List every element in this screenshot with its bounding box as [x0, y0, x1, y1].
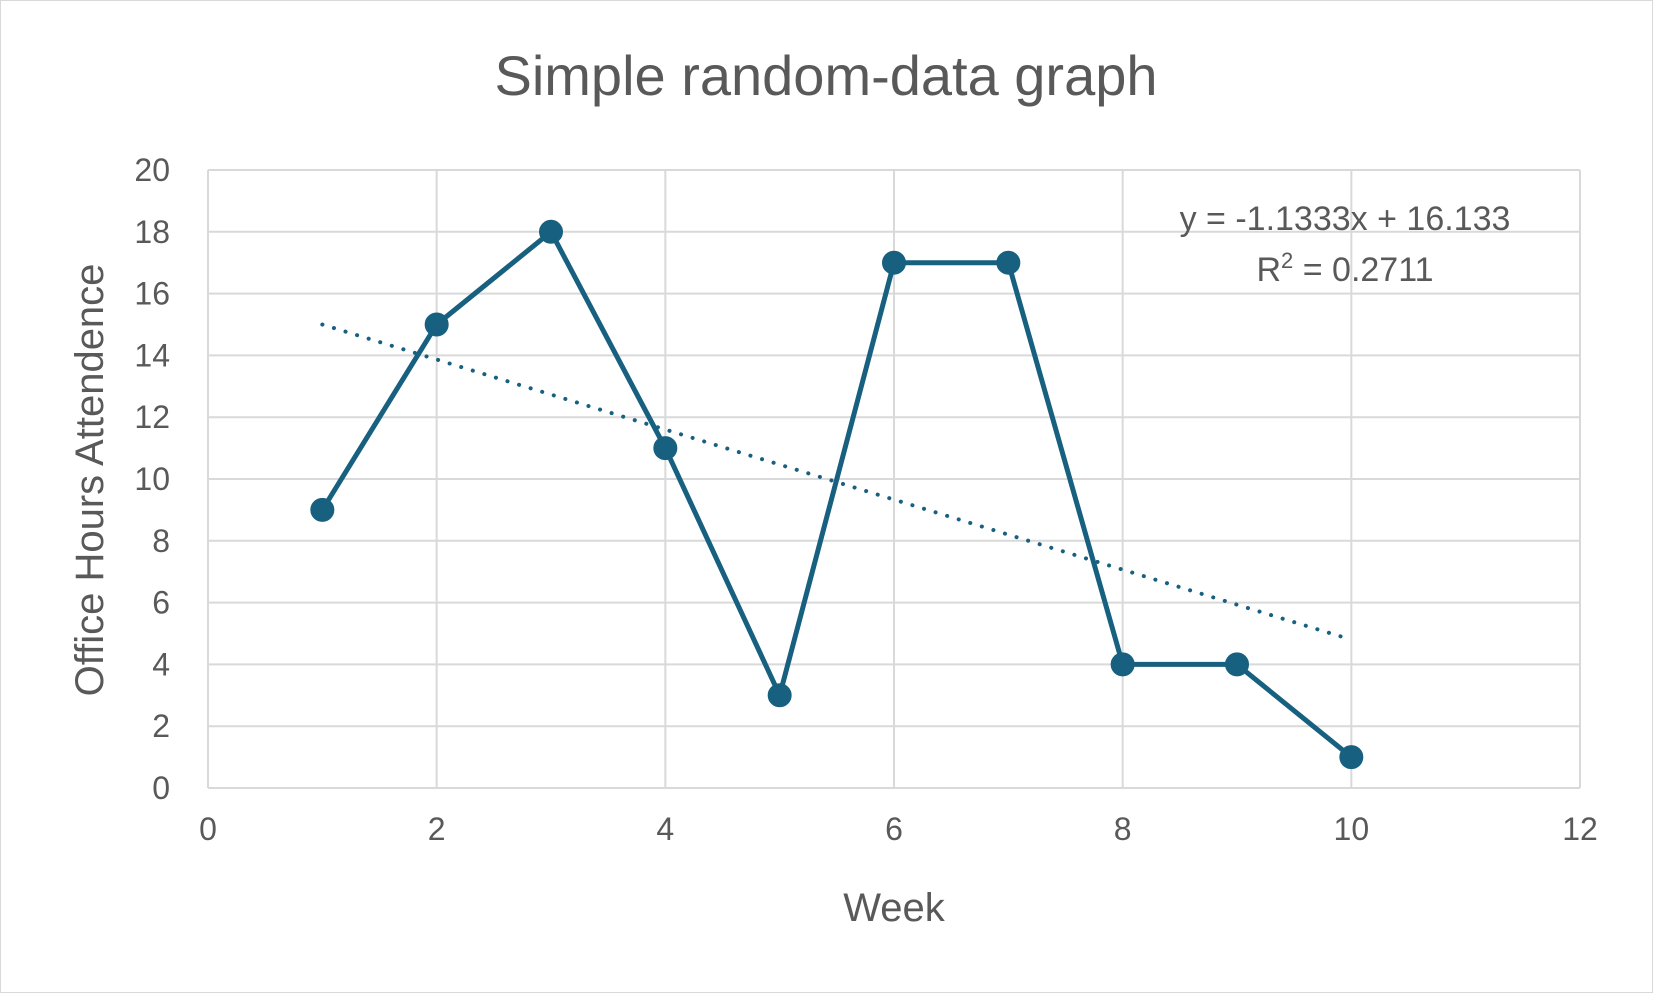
data-point-0-8 — [1225, 652, 1249, 677]
y-tick-label-4: 8 — [152, 523, 170, 559]
x-axis-label: Week — [843, 886, 946, 930]
y-tick-label-2: 4 — [152, 646, 170, 682]
x-tick-label-3: 6 — [885, 811, 903, 847]
data-point-0-0 — [310, 497, 335, 522]
r-squared-prefix: R — [1256, 251, 1281, 289]
series-layer — [310, 219, 1364, 770]
grid-lines — [207, 169, 1581, 789]
y-tick-label-3: 6 — [152, 585, 170, 621]
y-tick-label-6: 12 — [134, 399, 170, 435]
data-point-0-6 — [996, 250, 1021, 275]
y-tick-label-10: 20 — [134, 152, 170, 188]
x-tick-label-1: 2 — [428, 811, 446, 847]
trendline-equation: y = -1.1333x + 16.133 — [1180, 200, 1511, 238]
x-tick-label-5: 10 — [1334, 811, 1370, 847]
y-tick-label-5: 10 — [134, 461, 170, 497]
y-tick-label-1: 2 — [152, 708, 170, 744]
trendline-r-squared: R2 = 0.2711 — [1256, 248, 1433, 289]
r-squared-exponent: 2 — [1281, 248, 1293, 273]
series-line-0 — [319, 229, 1354, 760]
y-tick-label-0: 0 — [152, 770, 170, 806]
y-tick-label-8: 16 — [134, 276, 170, 312]
x-tick-label-4: 8 — [1114, 811, 1132, 847]
data-point-0-3 — [653, 436, 678, 461]
data-point-0-9 — [1339, 745, 1364, 770]
r-squared-value: = 0.2711 — [1293, 251, 1433, 289]
y-axis-label: Office Hours Attendence — [68, 264, 112, 697]
data-point-0-2 — [539, 219, 563, 244]
y-tick-label-9: 18 — [134, 214, 170, 250]
tick-labels: 0 2 4 6 8 10 12 0 2 4 6 8 10 12 14 16 18 20 — [134, 152, 1597, 847]
x-tick-label-6: 12 — [1562, 811, 1598, 847]
data-point-0-5 — [882, 250, 906, 275]
data-point-0-1 — [424, 312, 449, 337]
x-tick-label-2: 4 — [656, 811, 674, 847]
x-tick-label-0: 0 — [199, 811, 217, 847]
data-point-0-4 — [767, 683, 792, 708]
chart-title: Simple random-data graph — [494, 44, 1157, 107]
trendline-layer — [320, 322, 1354, 642]
y-tick-label-7: 14 — [134, 337, 170, 373]
linear-trendline — [320, 322, 1354, 642]
data-point-0-7 — [1110, 652, 1135, 677]
